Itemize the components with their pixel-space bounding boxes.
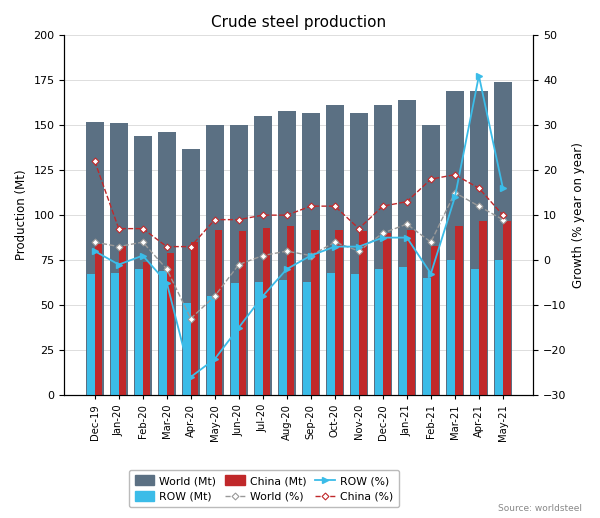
Bar (335, 229, 343, 395)
Title: Crude steel production: Crude steel production (211, 15, 386, 30)
Bar (191, 242, 199, 395)
Bar (302, 112, 320, 395)
Bar (431, 246, 439, 395)
Bar (447, 260, 455, 395)
Bar (159, 271, 167, 395)
Bar (167, 253, 175, 395)
Bar (495, 260, 503, 395)
Bar (143, 262, 151, 395)
Bar (231, 283, 239, 395)
Bar (374, 106, 392, 395)
Bar (350, 112, 368, 395)
Bar (470, 91, 488, 395)
Bar (359, 232, 367, 395)
Bar (375, 269, 383, 395)
Bar (398, 100, 416, 395)
Bar (206, 125, 224, 395)
Bar (110, 123, 128, 395)
Bar (86, 122, 104, 395)
Legend: World (Mt), ROW (Mt), China (Mt), World (%), ROW (%), China (%): World (Mt), ROW (Mt), China (Mt), World … (129, 470, 399, 508)
Bar (119, 246, 127, 395)
Bar (239, 232, 247, 395)
Bar (182, 149, 200, 395)
Bar (111, 272, 119, 395)
Bar (230, 125, 248, 395)
Bar (279, 280, 287, 395)
Bar (327, 272, 335, 395)
Bar (255, 282, 263, 395)
Bar (134, 136, 152, 395)
Bar (158, 133, 176, 395)
Bar (503, 221, 511, 395)
Bar (311, 229, 319, 395)
Bar (383, 233, 391, 395)
Bar (278, 111, 296, 395)
Bar (479, 221, 487, 395)
Bar (135, 269, 143, 395)
Text: Source: worldsteel: Source: worldsteel (498, 504, 582, 513)
Bar (494, 82, 512, 395)
Bar (95, 244, 103, 395)
Bar (87, 275, 95, 395)
Bar (455, 226, 463, 395)
Bar (471, 269, 479, 395)
Bar (407, 229, 415, 395)
Y-axis label: Production (Mt): Production (Mt) (15, 170, 28, 261)
Y-axis label: Growth (% year on year): Growth (% year on year) (572, 142, 585, 288)
Bar (423, 278, 431, 395)
Bar (207, 296, 215, 395)
Bar (326, 106, 344, 395)
Bar (254, 116, 272, 395)
Bar (399, 267, 407, 395)
Bar (263, 228, 271, 395)
Bar (351, 275, 359, 395)
Bar (446, 91, 464, 395)
Bar (422, 125, 440, 395)
Bar (183, 303, 191, 395)
Bar (287, 226, 295, 395)
Bar (215, 229, 223, 395)
Bar (303, 282, 311, 395)
